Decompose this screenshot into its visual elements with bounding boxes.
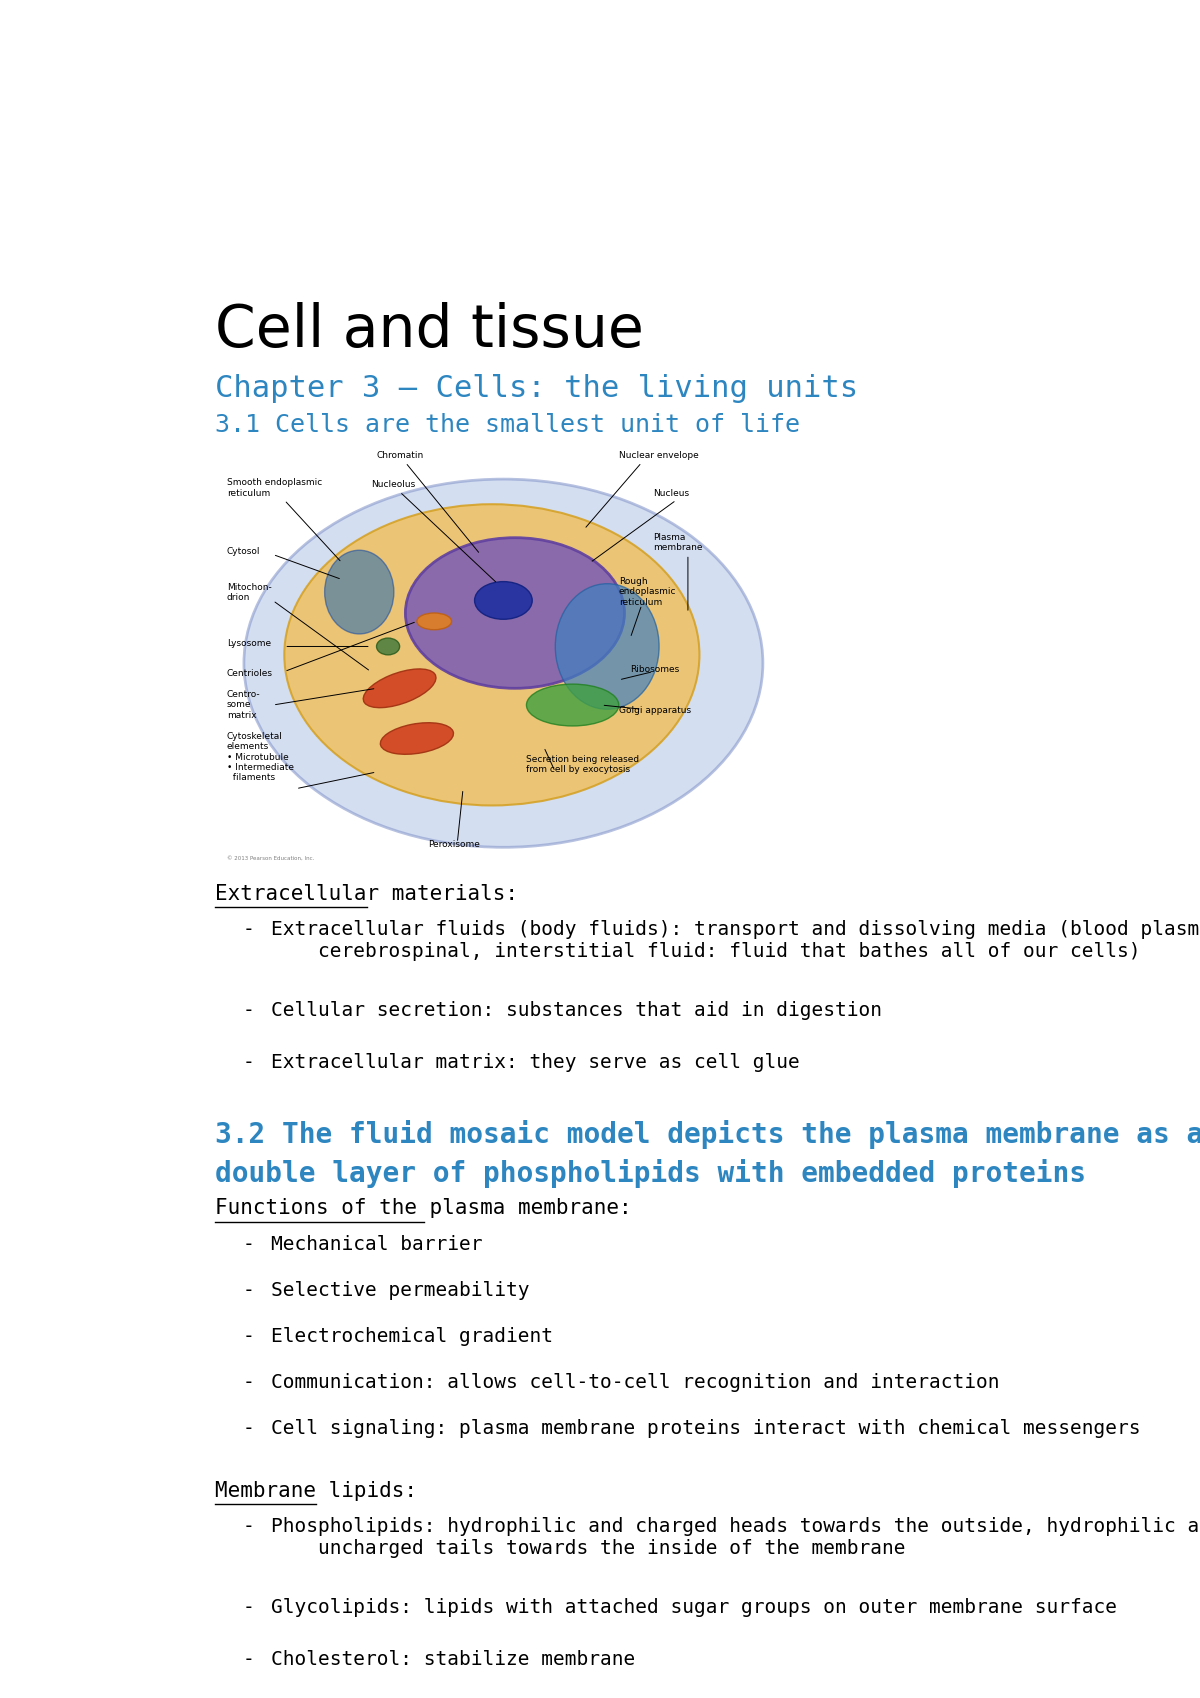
Text: -: - [242,920,254,939]
Text: -: - [242,1053,254,1071]
Text: Glycolipids: lipids with attached sugar groups on outer membrane surface: Glycolipids: lipids with attached sugar … [271,1598,1117,1616]
Text: -: - [242,1650,254,1669]
Text: -: - [242,1518,254,1537]
Text: -: - [242,1280,254,1301]
Text: Cell and tissue: Cell and tissue [215,302,644,358]
Text: Extracellular materials:: Extracellular materials: [215,883,518,903]
Text: Cholesterol: stabilize membrane: Cholesterol: stabilize membrane [271,1650,635,1669]
Text: Phospholipids: hydrophilic and charged heads towards the outside, hydrophilic an: Phospholipids: hydrophilic and charged h… [271,1518,1200,1559]
Text: Chapter 3 – Cells: the living units: Chapter 3 – Cells: the living units [215,374,858,402]
Text: Mechanical barrier: Mechanical barrier [271,1234,482,1255]
Text: Extracellular matrix: they serve as cell glue: Extracellular matrix: they serve as cell… [271,1053,799,1071]
Text: -: - [242,1234,254,1255]
Text: -: - [242,1420,254,1438]
Text: -: - [242,1000,254,1020]
Text: -: - [242,1328,254,1347]
Text: Functions of the plasma membrane:: Functions of the plasma membrane: [215,1199,631,1219]
Text: -: - [242,1374,254,1392]
Text: 3.2 The fluid mosaic model depicts the plasma membrane as a: 3.2 The fluid mosaic model depicts the p… [215,1121,1200,1150]
Text: Selective permeability: Selective permeability [271,1280,529,1301]
Text: double layer of phospholipids with embedded proteins: double layer of phospholipids with embed… [215,1160,1086,1189]
Text: Cell signaling: plasma membrane proteins interact with chemical messengers: Cell signaling: plasma membrane proteins… [271,1420,1140,1438]
Text: Electrochemical gradient: Electrochemical gradient [271,1328,553,1347]
Text: Communication: allows cell-to-cell recognition and interaction: Communication: allows cell-to-cell recog… [271,1374,1000,1392]
Text: 3.1 Cells are the smallest unit of life: 3.1 Cells are the smallest unit of life [215,413,800,436]
Text: Membrane lipids:: Membrane lipids: [215,1481,418,1501]
Text: Extracellular fluids (body fluids): transport and dissolving media (blood plasma: Extracellular fluids (body fluids): tran… [271,920,1200,961]
Text: -: - [242,1598,254,1616]
Text: Cellular secretion: substances that aid in digestion: Cellular secretion: substances that aid … [271,1000,882,1020]
